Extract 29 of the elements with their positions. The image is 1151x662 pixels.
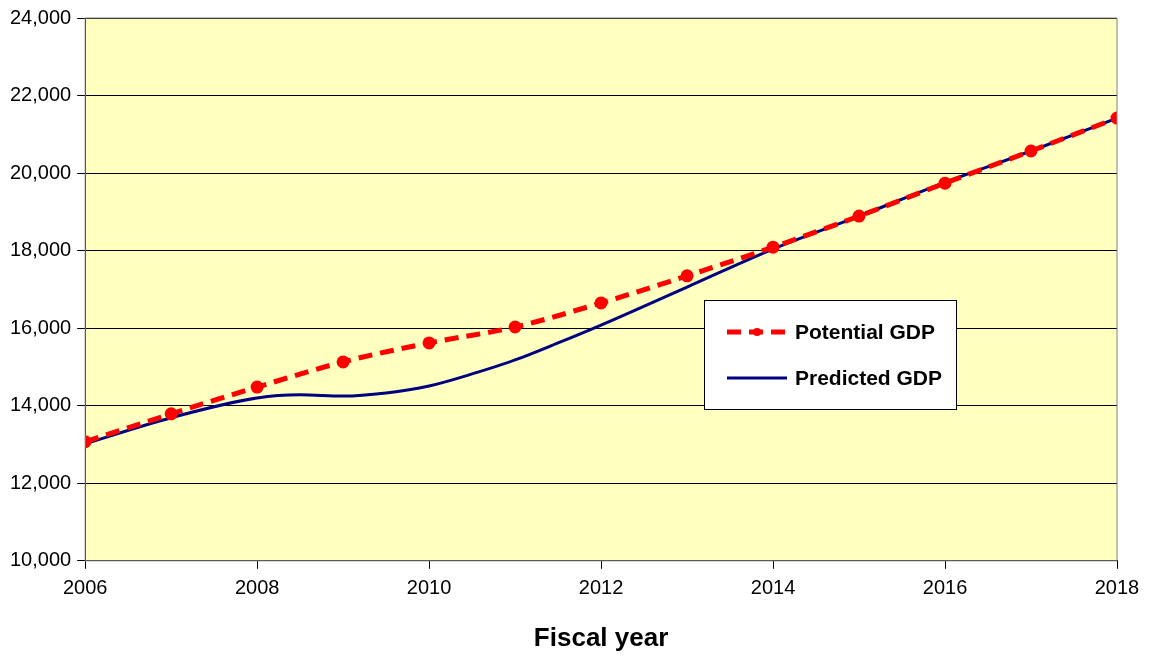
y-tick-label: 20,000	[10, 160, 72, 183]
y-tick-label: 12,000	[10, 470, 72, 493]
point	[1024, 144, 1038, 158]
x-tick-label: 2006	[62, 576, 108, 599]
y-tick-label: 24,000	[10, 5, 72, 28]
legend-label: Predicted GDP	[795, 365, 943, 390]
x-tick-label: 2014	[750, 576, 796, 599]
point	[852, 209, 866, 223]
point	[938, 176, 952, 190]
x-axis-title: Fiscal year	[533, 621, 669, 652]
point	[250, 380, 264, 394]
y-tick-label: 22,000	[10, 83, 72, 106]
x-tick-label: 2010	[406, 576, 452, 599]
y-tick-label: 14,000	[10, 393, 72, 416]
point	[680, 269, 694, 283]
point	[508, 320, 522, 334]
y-tick-label: 10,000	[10, 548, 72, 571]
point	[336, 355, 350, 369]
point	[422, 336, 436, 350]
x-tick-label: 2008	[234, 576, 280, 599]
point	[766, 240, 780, 254]
y-tick-label: 18,000	[10, 238, 72, 261]
x-tick-label: 2016	[922, 576, 968, 599]
y-tick-label: 16,000	[10, 315, 72, 338]
x-tick-label: 2012	[578, 576, 624, 599]
x-tick-label: 2018	[1094, 576, 1140, 599]
point	[594, 296, 608, 310]
legend-label: Potential GDP	[795, 319, 936, 344]
point	[164, 407, 178, 421]
